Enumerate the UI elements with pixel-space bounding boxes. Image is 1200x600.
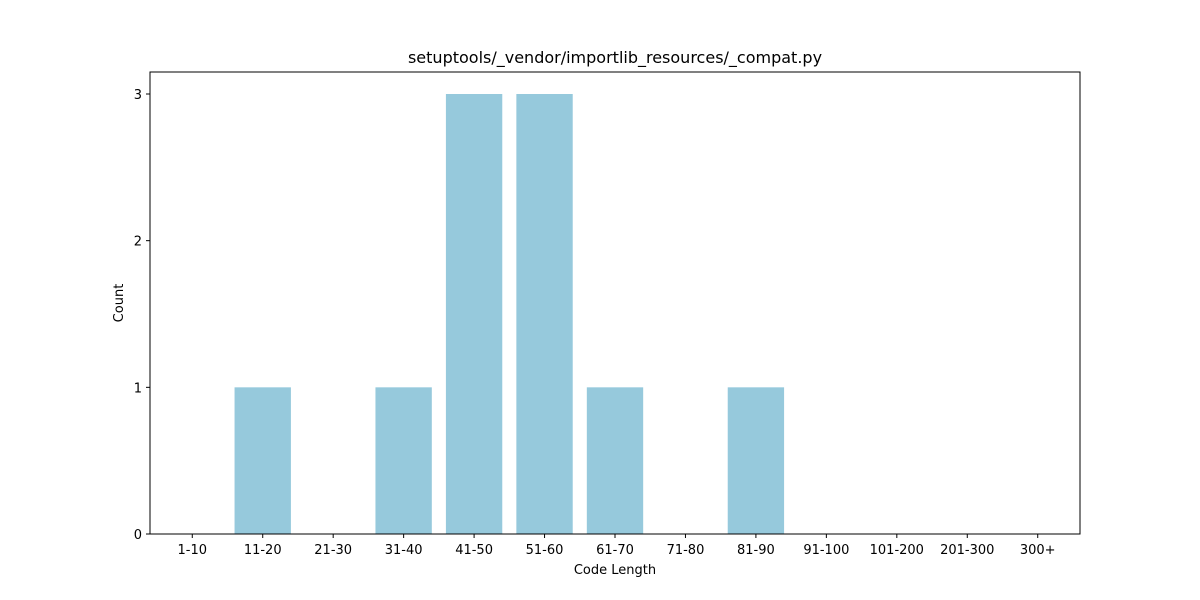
x-tick-label: 81-90 bbox=[737, 543, 775, 558]
y-tick-label: 1 bbox=[134, 381, 142, 396]
x-tick-label: 41-50 bbox=[455, 543, 493, 558]
bar-41-50 bbox=[446, 94, 502, 534]
x-tick-label: 201-300 bbox=[940, 543, 994, 558]
x-tick-label: 300+ bbox=[1020, 543, 1056, 558]
x-tick-label: 71-80 bbox=[667, 543, 705, 558]
bar-51-60 bbox=[516, 94, 572, 534]
y-axis-label: Count bbox=[112, 284, 127, 323]
y-tick-label: 0 bbox=[134, 528, 142, 543]
bar-11-20 bbox=[235, 387, 291, 534]
y-ticks-group: 0 1 2 3 bbox=[134, 88, 150, 543]
x-tick-label: 51-60 bbox=[526, 543, 564, 558]
x-tick-label: 11-20 bbox=[244, 543, 282, 558]
x-tick-label: 91-100 bbox=[803, 543, 849, 558]
bar-31-40 bbox=[375, 387, 431, 534]
y-tick-label: 3 bbox=[134, 88, 142, 103]
x-tick-label: 21-30 bbox=[314, 543, 352, 558]
bar-61-70 bbox=[587, 387, 643, 534]
x-tick-label: 61-70 bbox=[596, 543, 634, 558]
x-tick-label: 31-40 bbox=[385, 543, 423, 558]
y-tick-label: 2 bbox=[134, 235, 142, 250]
x-axis-label: Code Length bbox=[574, 563, 656, 578]
x-tick-label: 101-200 bbox=[870, 543, 924, 558]
x-tick-label: 1-10 bbox=[178, 543, 208, 558]
x-ticks-group: 1-10 11-20 21-30 31-40 41-50 51-60 61-70 71-80 8… bbox=[178, 534, 1056, 558]
chart-title: setuptools/_vendor/importlib_resources/_… bbox=[408, 48, 822, 68]
bar-81-90 bbox=[728, 387, 784, 534]
bars-group bbox=[235, 94, 785, 534]
